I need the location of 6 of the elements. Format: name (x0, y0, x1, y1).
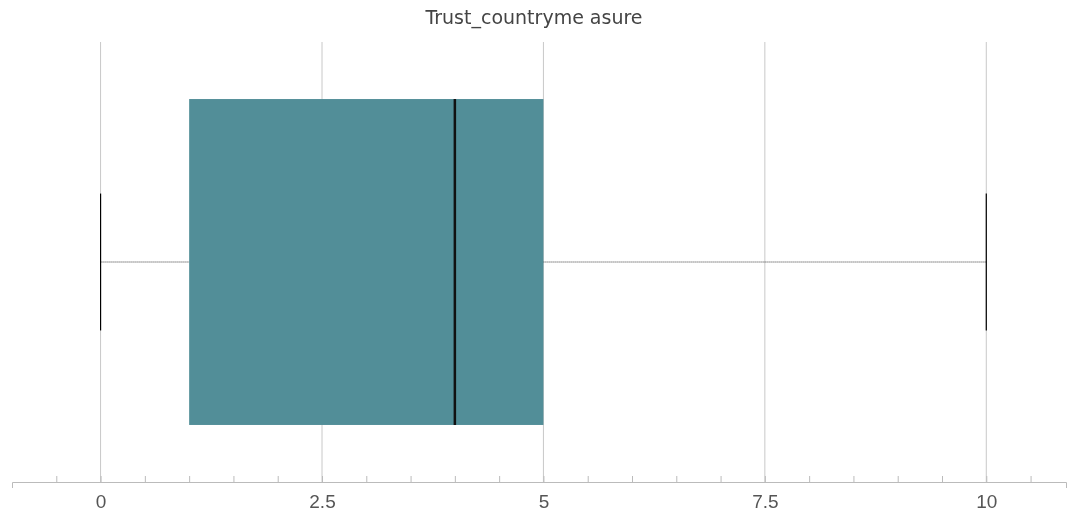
x-tick-label: 5 (538, 491, 550, 513)
x-tick-label: 7.5 (752, 491, 779, 513)
x-tick-label: 0 (95, 491, 107, 513)
chart-title: Trust_countryme asure (424, 6, 643, 29)
x-tick-label: 2.5 (309, 491, 336, 513)
x-tick-label: 10 (976, 491, 998, 513)
